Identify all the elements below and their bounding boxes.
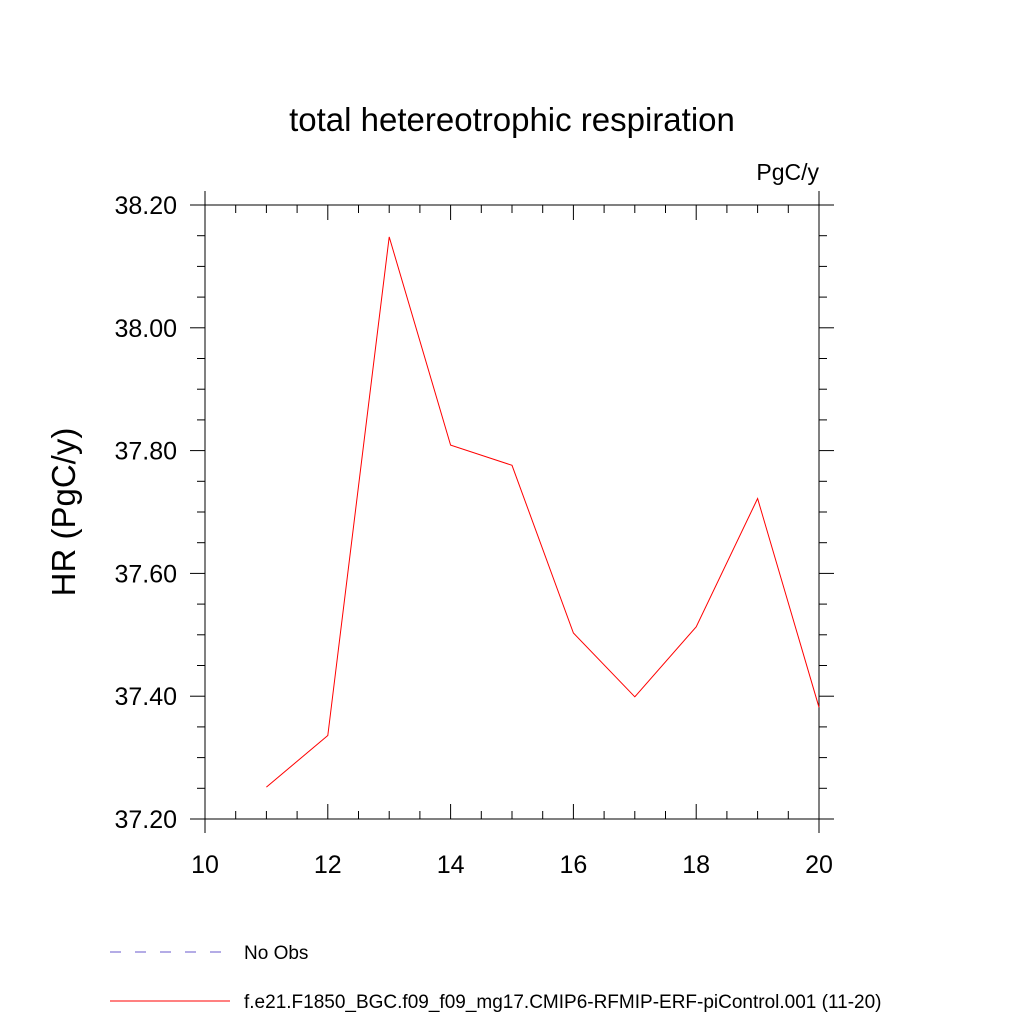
series-line-0: [266, 236, 820, 788]
y-tick-label: 37.20: [114, 806, 177, 834]
axis-tick-labels: 10 12 14 16 18 20 37.20 37.40 37.60 37.80 38.00 38.…: [114, 192, 832, 879]
axis-ticks: [190, 191, 834, 833]
y-axis-label: HR (PgC/y): [45, 428, 82, 597]
y-tick-label: 37.40: [114, 683, 177, 711]
x-tick-label: 14: [437, 851, 465, 879]
x-tick-label: 10: [191, 851, 219, 879]
y-tick-label: 37.60: [114, 560, 177, 588]
x-tick-label: 18: [682, 851, 710, 879]
x-tick-label: 16: [559, 851, 587, 879]
legend-label-control-run: f.e21.F1850_BGC.f09_f09_mg17.CMIP6-RFMIP…: [244, 992, 881, 1013]
plot-frame: [204, 204, 820, 820]
legend-label-no-obs: No Obs: [244, 943, 308, 964]
y-tick-label: 38.00: [114, 315, 177, 343]
chart-title: total hetereotrophic respiration: [289, 101, 735, 138]
units-label: PgC/y: [756, 159, 819, 185]
y-tick-label: 37.80: [114, 438, 177, 466]
legend: No Obs f.e21.F1850_BGC.f09_f09_mg17.CMIP…: [110, 943, 881, 1013]
y-tick-label: 38.20: [114, 192, 177, 220]
x-tick-label: 12: [314, 851, 342, 879]
series-group: [266, 236, 820, 788]
x-tick-label: 20: [805, 851, 833, 879]
